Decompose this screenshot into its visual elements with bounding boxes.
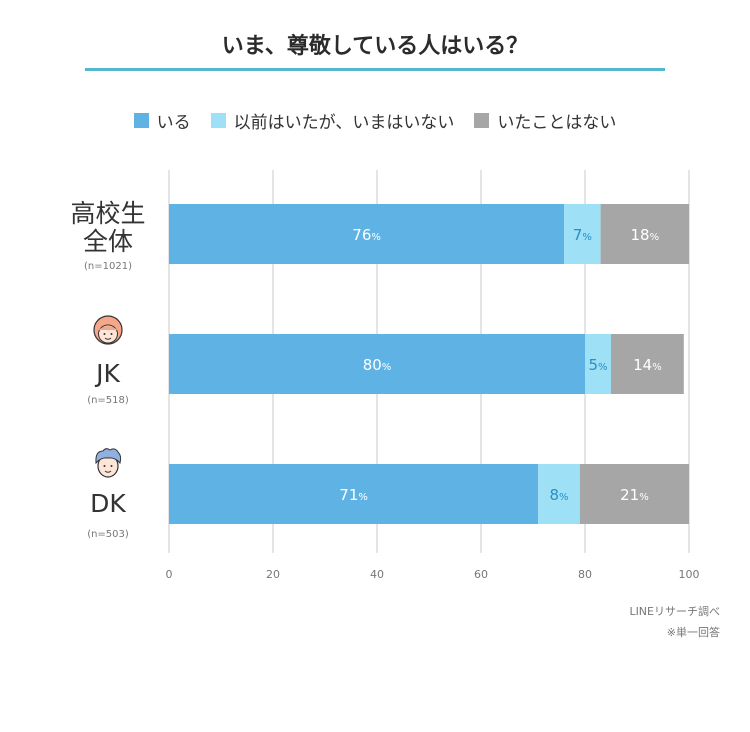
legend-item-current: いる xyxy=(133,108,191,133)
legend-label-never: いたことはない xyxy=(497,113,617,133)
legend-label-past: 以前はいたが、いまはいない xyxy=(233,113,455,133)
legend-label-current: いる xyxy=(156,113,191,133)
x-tick-label: 0 xyxy=(166,568,173,581)
data-label: 76% xyxy=(352,226,381,244)
data-label: 14% xyxy=(633,356,662,374)
sample-size-label: (n=518) xyxy=(87,395,129,406)
x-tick-label: 60 xyxy=(474,568,488,581)
x-tick-label: 20 xyxy=(266,568,280,581)
data-label: 21% xyxy=(620,486,649,504)
x-tick-label: 40 xyxy=(370,568,384,581)
sample-size-label: (n=1021) xyxy=(84,261,132,272)
category-label: 高校生 xyxy=(70,199,145,228)
legend-swatch-never xyxy=(474,113,490,128)
category-label: DK xyxy=(90,489,126,518)
legend-item-never: いたことはない xyxy=(474,108,616,133)
x-tick-label: 80 xyxy=(578,568,592,581)
bar-segment xyxy=(579,464,689,524)
source-note: LINEリサーチ調べ xyxy=(629,605,720,618)
legend: いる 以前はいたが、いまはいない いたことはない xyxy=(0,108,750,133)
bar-segment xyxy=(169,464,539,524)
bar-segment xyxy=(538,464,580,524)
data-label: 8% xyxy=(549,486,568,504)
bar-segment xyxy=(169,334,585,394)
bar-segment xyxy=(600,204,689,264)
bar-segment xyxy=(585,334,611,394)
girl-face-icon xyxy=(93,315,123,345)
data-label: 7% xyxy=(573,226,592,244)
x-tick-label: 100 xyxy=(679,568,700,581)
category-label: 全体 xyxy=(83,227,133,256)
boy-face-icon xyxy=(95,448,122,478)
answer-type-note: ※単一回答 xyxy=(666,626,720,639)
category-label: JK xyxy=(94,359,120,388)
chart-title: いま、尊敬している人はいる？ xyxy=(221,34,529,59)
legend-swatch-current xyxy=(133,113,149,128)
bar-segment xyxy=(611,334,684,394)
data-label: 5% xyxy=(588,356,607,374)
bar-segment xyxy=(169,204,565,264)
data-label: 71% xyxy=(339,486,368,504)
legend-swatch-past xyxy=(210,113,226,128)
title-underline xyxy=(85,68,665,71)
data-label: 80% xyxy=(363,356,392,374)
bar-segment xyxy=(564,204,601,264)
data-label: 18% xyxy=(630,226,659,244)
sample-size-label: (n=503) xyxy=(87,529,129,540)
legend-item-past: 以前はいたが、いまはいない xyxy=(210,108,455,133)
